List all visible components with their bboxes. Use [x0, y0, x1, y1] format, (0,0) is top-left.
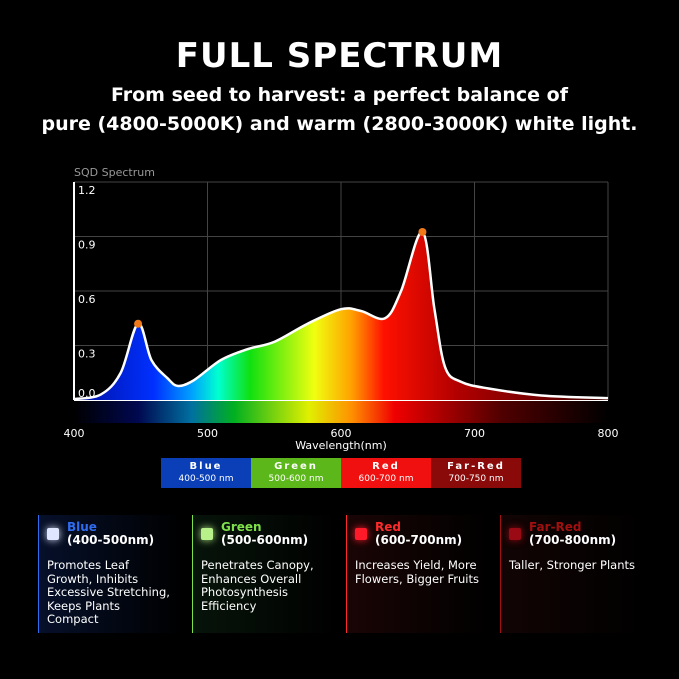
card-range: (400-500nm) — [67, 533, 155, 547]
legend-red: Red 600-700 nm — [341, 458, 431, 488]
card-blue: Blue (400-500nm) Promotes Leaf Growth, Inh… — [38, 515, 182, 633]
spectrum-chart: SQD Spectrum 400 500 600 700 8000.00.30.60.9… — [64, 166, 619, 452]
card-name: Green — [221, 520, 262, 534]
peak-marker — [134, 319, 143, 328]
legend-range: 500-600 nm — [268, 474, 324, 484]
legend-name: Far-Red — [447, 461, 505, 472]
subtitle-line-1: From seed to harvest: a perfect balance … — [110, 84, 568, 106]
legend-range: 700-750 nm — [448, 474, 504, 484]
card-range: (600-700nm) — [375, 533, 463, 547]
card-name: Red — [375, 520, 401, 534]
card-description: Penetrates Canopy, Enhances Overall Phot… — [201, 558, 314, 613]
subtitle-line-2: pure (4800-5000K) and warm (2800-3000K) … — [41, 113, 638, 135]
card-far-red: Far-Red (700-800nm) Taller, Stronger Plant… — [500, 515, 644, 633]
x-tick-label: 500 — [197, 427, 218, 440]
band-cards: Blue (400-500nm) Promotes Leaf Growth, Inh… — [38, 515, 644, 633]
legend-range: 400-500 nm — [178, 474, 234, 484]
card-range: (700-800nm) — [529, 533, 617, 547]
x-tick-label: 800 — [598, 427, 619, 440]
peak-marker — [418, 227, 427, 236]
x-tick-label: 400 — [64, 427, 85, 440]
x-tick-label: 700 — [464, 427, 485, 440]
card-name: Far-Red — [529, 520, 582, 534]
spectrum-line — [73, 230, 609, 401]
card-red: Red (600-700nm) Increases Yield, More Flow… — [346, 515, 490, 633]
card-description: Promotes Leaf Growth, Inhibits Excessive… — [47, 558, 170, 626]
legend-range: 600-700 nm — [358, 474, 414, 484]
legend-name: Blue — [189, 461, 223, 472]
x-axis-label: Wavelength(nm) — [295, 439, 387, 452]
y-tick-label: 0.9 — [78, 239, 96, 252]
card-green: Green (500-600nm) Penetrates Canopy, Enhan… — [192, 515, 336, 633]
legend-name: Red — [372, 461, 400, 472]
legend-name: Green — [274, 461, 318, 472]
legend-blue: Blue 400-500 nm — [161, 458, 251, 488]
swatch-icon — [47, 528, 59, 540]
page-title: FULL SPECTRUM — [175, 36, 504, 76]
spectrum-band — [74, 401, 608, 423]
swatch-icon — [355, 528, 367, 540]
card-description: Increases Yield, More Flowers, Bigger Fr… — [355, 558, 479, 586]
x-tick-label: 600 — [331, 427, 352, 440]
y-tick-label: 1.2 — [78, 184, 96, 197]
swatch-icon — [201, 528, 213, 540]
card-name: Blue — [67, 520, 97, 534]
card-description: Taller, Stronger Plants — [509, 558, 636, 572]
y-tick-label: 0.6 — [78, 293, 96, 306]
chart-title: SQD Spectrum — [74, 166, 155, 179]
swatch-icon — [509, 528, 521, 540]
card-range: (500-600nm) — [221, 533, 309, 547]
y-tick-label: 0.3 — [78, 348, 96, 361]
spectrum-area — [74, 231, 608, 400]
legend-green: Green 500-600 nm — [251, 458, 341, 488]
legend-far-red: Far-Red 700-750 nm — [431, 458, 521, 488]
band-legend: Blue 400-500 nm Green 500-600 nm Red 600-70… — [161, 458, 521, 488]
